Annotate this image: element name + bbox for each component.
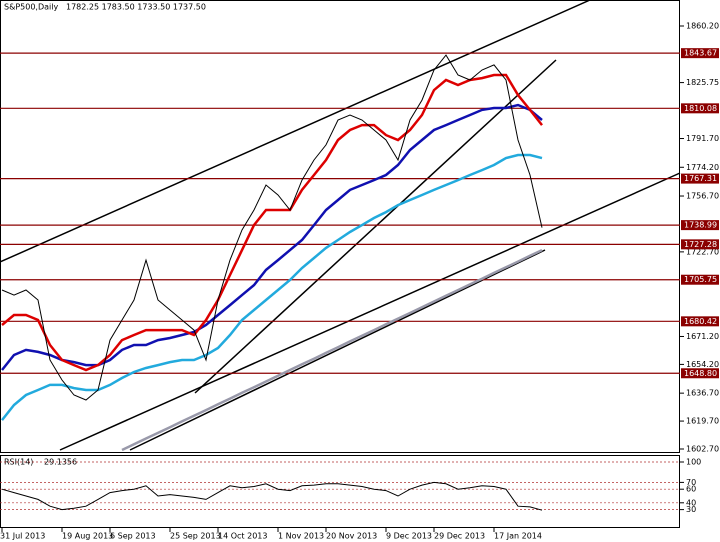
level-box [681, 220, 719, 231]
level-box [681, 48, 719, 59]
y-tick-label: 30 [686, 505, 696, 514]
y-tick-label: 1756.70 [686, 192, 719, 201]
x-tick-label: 25 Sep 2013 [170, 532, 221, 541]
y-tick-label: 1774.20 [686, 163, 719, 172]
x-tick-label: 14 Oct 2013 [218, 532, 267, 541]
y-tick-label: 1654.20 [686, 360, 719, 369]
level-box [681, 274, 719, 285]
trendline [194, 59, 557, 394]
level-label: 1727.28 [684, 240, 717, 249]
level-box [681, 239, 719, 250]
level-label: 1680.42 [684, 317, 717, 326]
x-tick-label: 31 Jul 2013 [0, 532, 45, 541]
series-line [1, 481, 543, 511]
level-label: 1767.31 [684, 174, 717, 183]
x-tick-label: 17 Jan 2014 [494, 532, 542, 541]
series-line [1, 54, 543, 401]
rsi-frame [0, 455, 680, 528]
y-tick-label: 1636.70 [686, 389, 719, 398]
y-tick-label: 1825.75 [686, 78, 719, 87]
level-box [681, 103, 719, 114]
symbol: S&P500,Daily [4, 3, 58, 12]
level-label: 1843.67 [684, 49, 717, 58]
y-tick-label: 100 [686, 458, 701, 467]
y-tick-label: 60 [686, 485, 696, 494]
rsi-title: RSI(14) [4, 458, 33, 467]
y-tick-label: 70 [686, 478, 696, 487]
x-tick-label: 1 Nov 2013 [278, 532, 324, 541]
y-tick-label: 1722.70 [686, 247, 719, 256]
main-frame [0, 0, 680, 453]
series-line [1, 103, 543, 371]
x-tick-label: 6 Sep 2013 [110, 532, 156, 541]
x-tick-label: 29 Dec 2013 [434, 532, 485, 541]
level-label: 1810.08 [684, 104, 717, 113]
plot-area [0, 0, 681, 451]
y-tick-label: 1619.70 [686, 417, 719, 426]
level-label: 1648.80 [684, 369, 717, 378]
level-label: 1738.99 [684, 221, 717, 230]
y-tick-label: 1860.20 [686, 22, 719, 31]
trendline [59, 172, 681, 451]
x-tick-label: 19 Aug 2013 [62, 532, 113, 541]
x-tick-label: 20 Nov 2013 [326, 532, 377, 541]
y-tick-label: 40 [686, 498, 696, 507]
y-tick-label: 1602.70 [686, 445, 719, 454]
y-tick-label: 1671.20 [686, 332, 719, 341]
level-label: 1705.75 [684, 275, 717, 284]
level-box [681, 173, 719, 184]
y-tick-label: 1791.70 [686, 134, 719, 143]
trendline [0, 0, 591, 263]
series-line [121, 248, 543, 452]
level-box [681, 316, 719, 327]
ohlc: 1782.25 1783.50 1733.50 1737.50 [66, 3, 206, 12]
trendline [129, 249, 546, 451]
series-line [1, 153, 543, 421]
series-line [1, 73, 543, 372]
level-box [681, 368, 719, 379]
x-tick-label: 9 Dec 2013 [386, 532, 432, 541]
